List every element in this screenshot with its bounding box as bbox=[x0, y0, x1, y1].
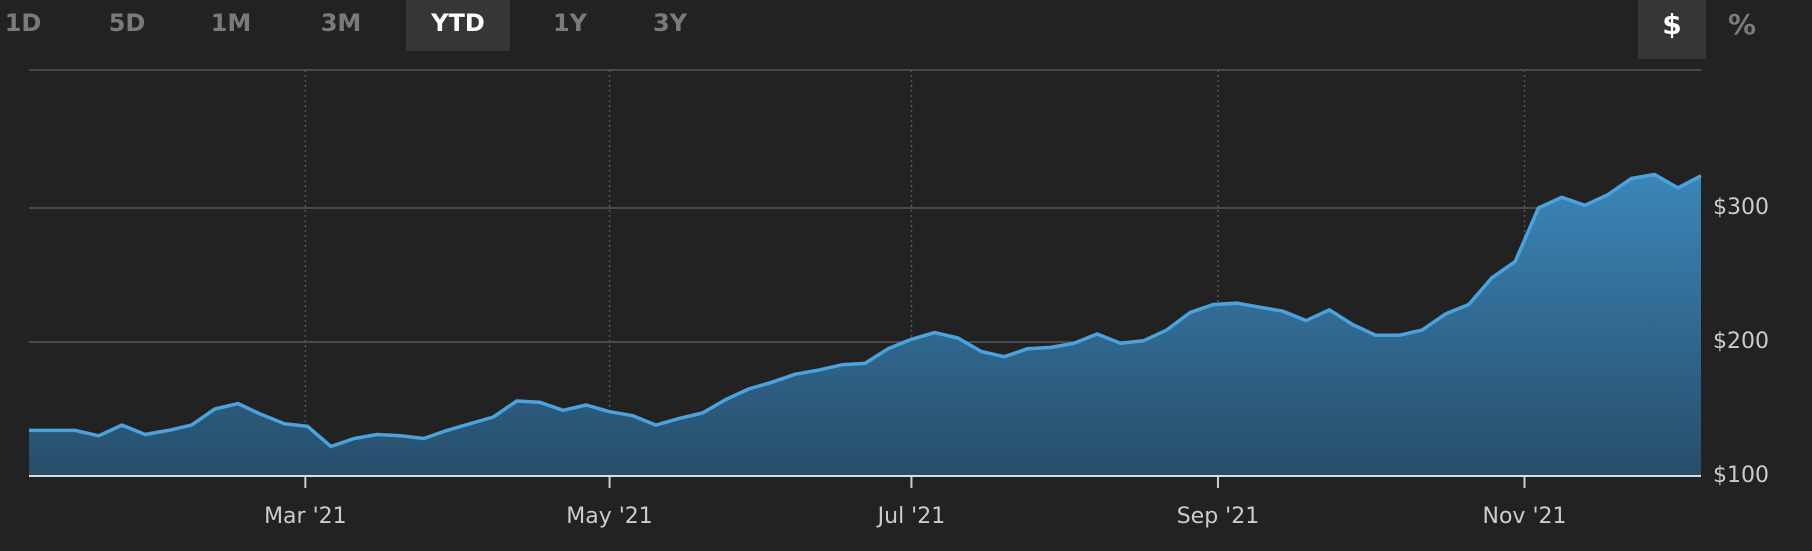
range-button-bg bbox=[406, 0, 510, 51]
unit-button[interactable]: % bbox=[1728, 8, 1756, 41]
range-button[interactable]: 1M bbox=[211, 9, 252, 37]
range-button[interactable]: 5D bbox=[109, 9, 146, 37]
price-line bbox=[29, 172, 1702, 449]
y-tick-label: $200 bbox=[1713, 329, 1769, 354]
x-tick-label: May '21 bbox=[566, 504, 653, 529]
range-button[interactable]: 3Y bbox=[653, 9, 688, 37]
x-tick-label: Nov '21 bbox=[1483, 504, 1567, 529]
range-button[interactable]: 1D bbox=[5, 9, 42, 37]
x-tick-label: Mar '21 bbox=[264, 504, 347, 529]
range-button[interactable]: 1Y bbox=[553, 9, 588, 37]
y-tick-label: $100 bbox=[1713, 463, 1769, 488]
x-tick-label: Sep '21 bbox=[1177, 504, 1260, 529]
unit-button-bg bbox=[1638, 0, 1706, 59]
range-button[interactable]: YTD bbox=[430, 9, 485, 37]
area-fill bbox=[29, 174, 1701, 476]
unit-button[interactable]: $ bbox=[1662, 8, 1681, 41]
x-tick-label: Jul '21 bbox=[876, 504, 946, 529]
range-button[interactable]: 3M bbox=[321, 9, 362, 37]
y-tick-label: $300 bbox=[1713, 195, 1769, 220]
